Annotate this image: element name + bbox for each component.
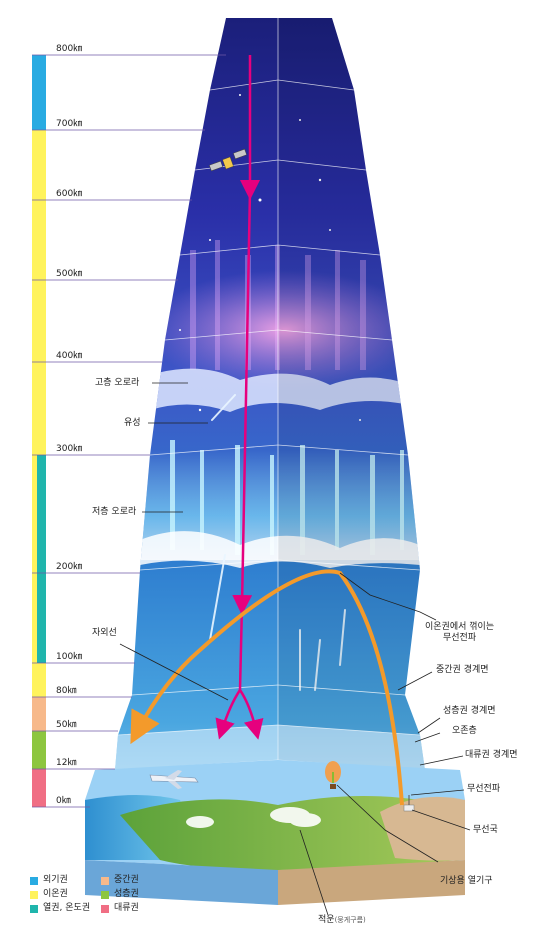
airplane-illustration [149, 770, 199, 789]
legend-swatch-ionosphere [30, 891, 38, 899]
legend-label-troposphere: 대류권 [114, 903, 139, 913]
callout-meteor: 유성 [124, 418, 141, 428]
legend-label-mesosphere: 중간권 [114, 875, 139, 885]
callout-radio-wave: 무선전파 [467, 784, 501, 794]
altitude-label-80: 80㎞ [56, 686, 77, 696]
legend-label-stratosphere: 성층권 [114, 889, 139, 899]
legend-label-exosphere: 외기권 [43, 875, 68, 885]
radio-wave-arc [130, 569, 404, 806]
altitude-color-bar [32, 55, 46, 807]
weather-balloon-illustration [325, 761, 341, 789]
legend-label-thermosphere: 열권, 온도권 [43, 903, 91, 913]
callout-stratopause: 성층권 경계면 [443, 706, 496, 716]
altitude-label-12: 12㎞ [56, 758, 77, 768]
callout-radio-reflect: 이온권에서 꺾이는 무선전파 [425, 622, 495, 643]
legend-swatch-exosphere [30, 877, 38, 885]
uv-ray-arrow [215, 55, 264, 740]
altitude-label-600: 600㎞ [56, 189, 83, 199]
legend-swatch-mesosphere [101, 877, 109, 885]
terrain-base [85, 760, 465, 905]
altitude-label-700: 700㎞ [56, 119, 83, 129]
callout-leaders [119, 382, 471, 916]
stars [179, 94, 361, 421]
callout-high-aurora: 고층 오로라 [95, 378, 140, 388]
altitude-label-100: 100㎞ [56, 652, 83, 662]
callout-uv: 자외선 [92, 628, 117, 638]
callout-ozone: 오존층 [452, 726, 477, 736]
bar-exosphere [32, 55, 46, 130]
legend-swatch-thermosphere [30, 905, 38, 913]
tower-body [105, 18, 455, 800]
callout-tropopause: 대류권 경계면 [465, 750, 518, 760]
callout-station: 무선국 [473, 825, 498, 835]
altitude-guides [32, 54, 226, 808]
high-aurora-glow [145, 270, 425, 390]
callout-low-aurora: 저층 오로라 [92, 507, 137, 517]
meteors [209, 394, 346, 691]
altitude-label-0: 0㎞ [56, 796, 71, 806]
legend-swatch-stratosphere [101, 891, 109, 899]
callout-mesopause: 중간권 경계면 [436, 665, 489, 675]
bar-thermosphere [37, 455, 46, 663]
altitude-label-200: 200㎞ [56, 562, 83, 572]
cumulus-main-label: 적운 [318, 915, 335, 925]
bar-stratosphere [32, 731, 46, 769]
radio-station-illustration [403, 795, 415, 812]
satellite-illustration [209, 148, 247, 172]
altitude-label-800: 800㎞ [56, 44, 83, 54]
altitude-label-50: 50㎞ [56, 720, 77, 730]
callout-cumulus: 적운(뭉게구름) [318, 915, 366, 926]
altitude-label-400: 400㎞ [56, 351, 83, 361]
cumulus-sub-label: (뭉게구름) [334, 916, 366, 924]
bar-mesosphere [32, 697, 46, 731]
bar-ionosphere [32, 130, 46, 455]
bar-troposphere [32, 769, 46, 807]
altitude-label-500: 500㎞ [56, 269, 83, 279]
legend-swatch-troposphere [101, 905, 109, 913]
low-aurora-rays [170, 440, 404, 555]
legend-label-ionosphere: 이온권 [43, 889, 68, 899]
callout-balloon: 기상용 열기구 [440, 876, 493, 886]
altitude-label-300: 300㎞ [56, 444, 83, 454]
